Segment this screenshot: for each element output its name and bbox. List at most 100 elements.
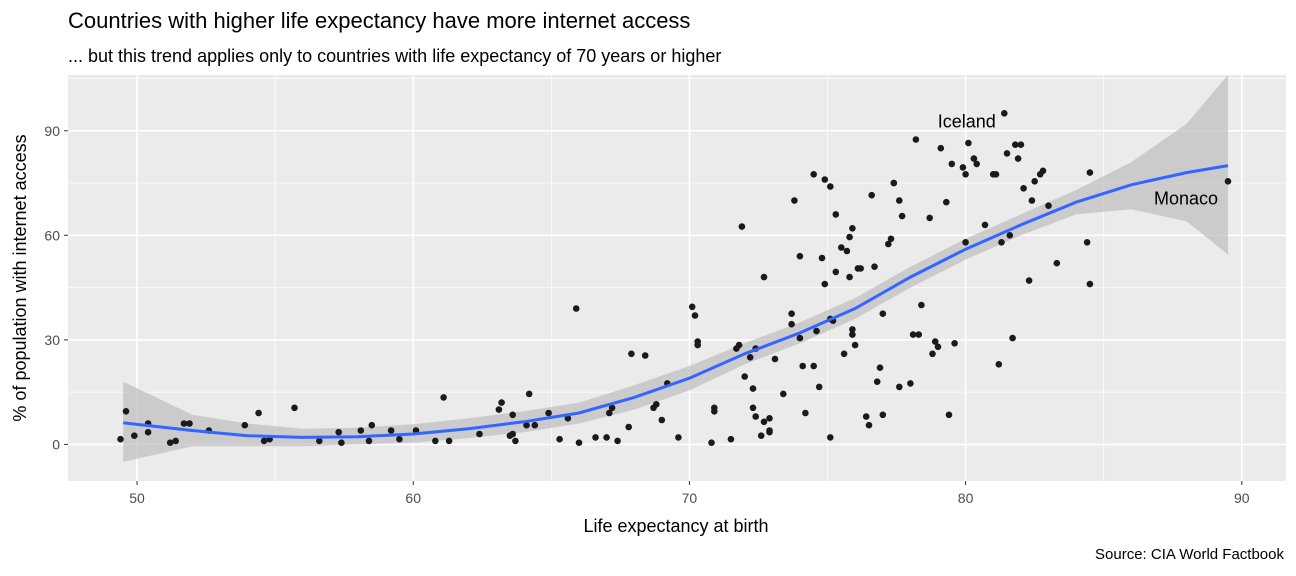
data-point: [440, 394, 447, 401]
data-point: [338, 439, 345, 447]
x-tick-label: 50: [129, 490, 145, 506]
data-point: [926, 214, 933, 222]
data-point: [186, 420, 193, 427]
data-point: [641, 352, 649, 359]
data-point: [912, 136, 920, 143]
data-point: [738, 223, 746, 230]
data-point: [757, 432, 765, 440]
data-point: [760, 418, 768, 426]
data-point: [821, 176, 829, 183]
data-point: [846, 273, 853, 281]
data-point: [849, 331, 856, 338]
data-point: [117, 435, 124, 443]
data-point: [948, 160, 956, 168]
data-point: [592, 434, 599, 441]
data-point: [711, 408, 718, 415]
data-point: [741, 373, 748, 380]
data-point: [509, 430, 516, 438]
data-point: [387, 427, 395, 434]
data-point: [849, 225, 856, 232]
data-point: [931, 338, 939, 345]
data-point: [802, 409, 809, 417]
data-point: [1003, 150, 1011, 157]
data-point: [962, 171, 969, 178]
data-point: [495, 406, 503, 413]
y-axis-ticks: 0 30 60 90: [44, 123, 68, 452]
data-point: [166, 439, 174, 447]
data-point: [556, 435, 563, 443]
data-point: [746, 354, 754, 361]
data-point: [512, 437, 519, 445]
data-point: [476, 430, 483, 438]
data-point: [368, 421, 376, 429]
annotation-label: Monaco: [1154, 188, 1218, 208]
data-point: [788, 310, 795, 318]
data-point: [749, 404, 757, 412]
data-point: [887, 235, 895, 243]
data-point: [918, 301, 925, 309]
data-point: [432, 437, 439, 445]
data-point: [945, 411, 953, 419]
data-point: [572, 305, 580, 312]
data-point: [998, 239, 1005, 246]
data-point: [915, 331, 922, 338]
data-point: [523, 421, 530, 429]
data-point: [727, 435, 735, 443]
data-point: [575, 439, 583, 447]
data-point: [131, 432, 138, 440]
annotation-label: Iceland: [938, 111, 996, 131]
data-point: [907, 380, 914, 387]
data-point: [1086, 169, 1094, 176]
grid-minor: [68, 75, 1286, 481]
data-point: [896, 197, 903, 204]
data-point: [691, 312, 699, 319]
data-point: [1045, 202, 1052, 209]
data-point: [862, 413, 870, 420]
annotations: Iceland Monaco: [938, 111, 1218, 208]
data-point: [981, 221, 989, 229]
x-axis-title: Life expectancy at birth: [583, 516, 768, 536]
data-point: [255, 409, 262, 417]
data-point: [827, 183, 834, 190]
data-point: [694, 341, 701, 349]
y-tick-label: 0: [52, 436, 60, 452]
data-point: [608, 404, 616, 412]
data-point: [172, 437, 179, 445]
x-tick-label: 90: [1234, 490, 1250, 506]
data-point: [1014, 155, 1022, 162]
data-point: [818, 254, 826, 262]
data-point: [832, 268, 840, 276]
data-point: [291, 404, 298, 412]
data-point: [675, 434, 682, 441]
data-point: [871, 263, 878, 271]
plot-panel: [68, 75, 1286, 481]
data-point: [1009, 334, 1016, 342]
data-point: [531, 421, 539, 429]
data-point: [1028, 197, 1036, 204]
data-point: [1224, 178, 1232, 185]
data-point: [896, 383, 903, 391]
data-point: [832, 211, 840, 218]
data-point: [962, 239, 969, 246]
data-point: [260, 437, 268, 445]
x-tick-label: 60: [405, 490, 421, 506]
data-point: [929, 350, 936, 358]
data-point: [396, 435, 403, 443]
data-point: [937, 144, 945, 152]
data-point: [799, 362, 806, 370]
data-point: [873, 378, 881, 386]
data-point: [688, 303, 696, 311]
data-point: [653, 401, 660, 408]
data-point: [810, 171, 817, 178]
data-point: [909, 331, 917, 338]
data-point: [357, 427, 365, 434]
data-point: [865, 421, 873, 429]
data-point: [838, 244, 845, 251]
y-tick-label: 90: [44, 123, 60, 139]
data-point: [868, 191, 875, 199]
data-point: [122, 408, 130, 415]
smooth-line: [123, 164, 1229, 439]
data-point: [1031, 178, 1038, 185]
data-point: [810, 362, 817, 370]
